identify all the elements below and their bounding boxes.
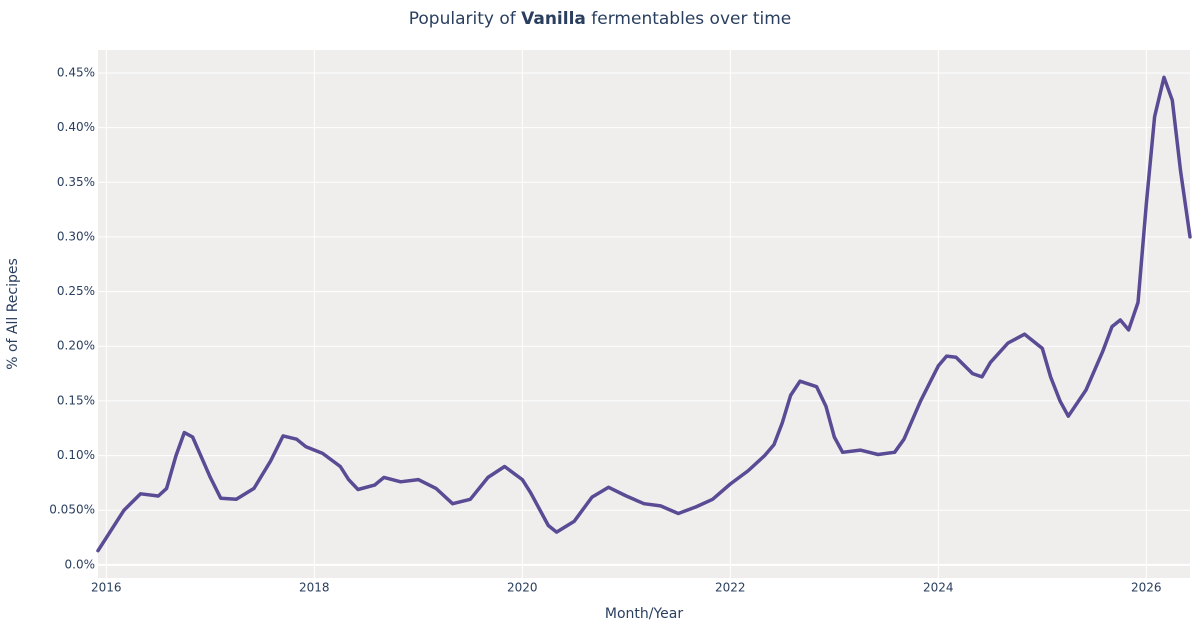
y-tick-label: 0.20% (57, 339, 95, 353)
y-tick-label: 0.45% (57, 65, 95, 79)
x-tick-label: 2016 (91, 581, 122, 595)
title-highlight: Vanilla (521, 9, 586, 29)
x-tick-label: 2026 (1131, 581, 1162, 595)
y-tick-label: 0.25% (57, 284, 95, 298)
y-tick-label: 0.40% (57, 120, 95, 134)
y-tick-label: 0.050% (49, 503, 95, 517)
chart-title: Popularity of Vanilla fermentables over … (409, 9, 792, 29)
plot-area (98, 50, 1190, 578)
y-tick-label: 0.10% (57, 448, 95, 462)
y-axis-title: % of All Recipes (5, 258, 21, 370)
x-tick-label: 2018 (299, 581, 330, 595)
y-tick-label: 0.0% (65, 557, 96, 571)
x-tick-label: 2022 (715, 581, 746, 595)
y-tick-label: 0.35% (57, 175, 95, 189)
x-tick-label: 2024 (923, 581, 954, 595)
y-tick-label: 0.15% (57, 393, 95, 407)
x-axis-title: Month/Year (605, 606, 683, 622)
y-tick-label: 0.30% (57, 229, 95, 243)
title-part: fermentables over time (586, 9, 791, 29)
x-tick-label: 2020 (507, 581, 538, 595)
line (96, 75, 1192, 553)
title-part: Popularity of (409, 9, 521, 29)
